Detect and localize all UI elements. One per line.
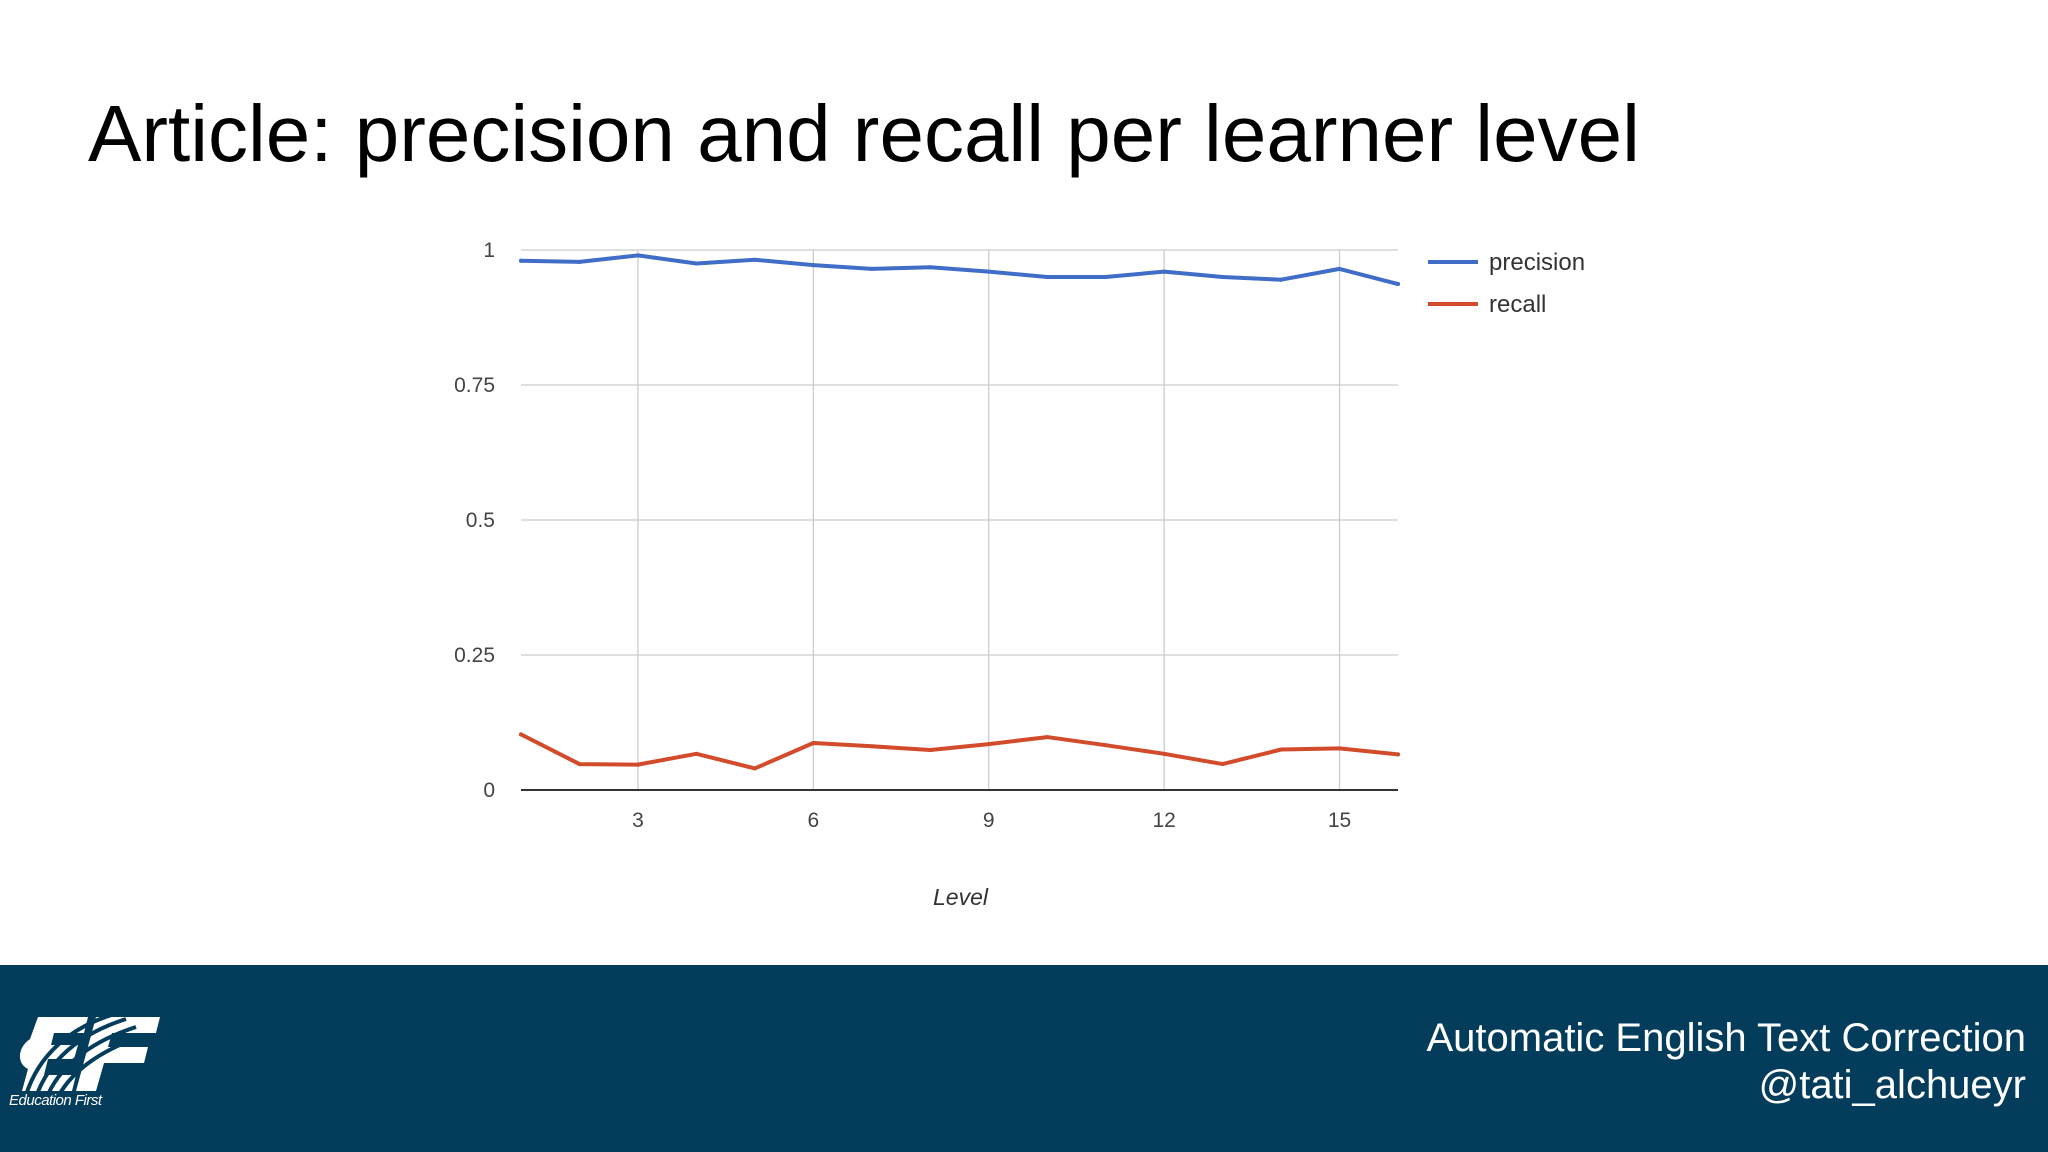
data-point-recall [1220, 762, 1225, 767]
data-point-precision [811, 263, 816, 268]
legend-label-recall: recall [1489, 291, 1546, 318]
x-tick-label: 9 [983, 809, 995, 832]
x-tick-label: 15 [1328, 809, 1351, 832]
data-point-precision [752, 257, 757, 262]
data-point-precision [519, 258, 523, 263]
data-point-recall [869, 744, 874, 749]
series-line-precision [519, 253, 1400, 287]
data-point-recall [752, 766, 757, 771]
data-point-precision [1045, 275, 1050, 279]
logo-tagline: Education First [9, 1092, 102, 1109]
data-point-precision [986, 269, 991, 274]
legend-label-precision: precision [1489, 249, 1585, 276]
data-point-recall [811, 741, 816, 746]
data-point-recall [1279, 747, 1284, 752]
data-point-precision [635, 253, 640, 258]
y-tick-label: 0.75 [454, 374, 495, 397]
data-point-recall [577, 762, 582, 767]
y-tick-label: 0 [483, 779, 495, 802]
x-tick-label: 6 [807, 809, 819, 832]
presentation-title: Automatic English Text Correction [1426, 1016, 2026, 1060]
x-axis-title: Level [933, 884, 989, 910]
data-point-recall [519, 732, 523, 737]
data-point-precision [694, 261, 699, 266]
data-point-precision [1337, 266, 1342, 271]
data-point-precision [1396, 282, 1400, 287]
line-chart: 0 0.25 0.5 0.75 1 3 6 9 12 15 Level precision recall [454, 239, 1585, 910]
data-point-recall [1162, 751, 1167, 756]
data-point-precision [1103, 275, 1108, 279]
education-first-logo-icon [19, 1011, 160, 1102]
data-point-recall [1103, 743, 1108, 748]
data-point-precision [869, 266, 874, 271]
y-tick-label: 1 [483, 239, 495, 262]
data-point-recall [1396, 752, 1400, 757]
data-point-recall [694, 751, 699, 756]
x-tick-label: 12 [1152, 809, 1175, 832]
y-tick-label: 0.25 [454, 644, 495, 667]
data-point-precision [1162, 269, 1167, 274]
data-point-recall [928, 748, 933, 753]
data-point-recall [1045, 735, 1050, 740]
data-point-recall [986, 742, 991, 747]
data-point-precision [928, 265, 933, 270]
data-point-recall [635, 762, 640, 767]
slide-title: Article: precision and recall per learne… [88, 89, 1640, 178]
data-point-precision [1220, 275, 1225, 279]
x-tick-label: 3 [632, 809, 644, 832]
data-point-precision [1279, 277, 1284, 282]
footer-text: Automatic English Text Correction @tati_… [1426, 1015, 2026, 1109]
data-point-recall [1337, 746, 1342, 751]
footer-bar: Education First Automatic English Text C… [0, 965, 2048, 1152]
y-tick-label: 0.5 [466, 509, 495, 532]
author-handle: @tati_alchueyr [1758, 1063, 2026, 1107]
series-line-recall [519, 732, 1400, 771]
data-point-precision [577, 259, 582, 264]
